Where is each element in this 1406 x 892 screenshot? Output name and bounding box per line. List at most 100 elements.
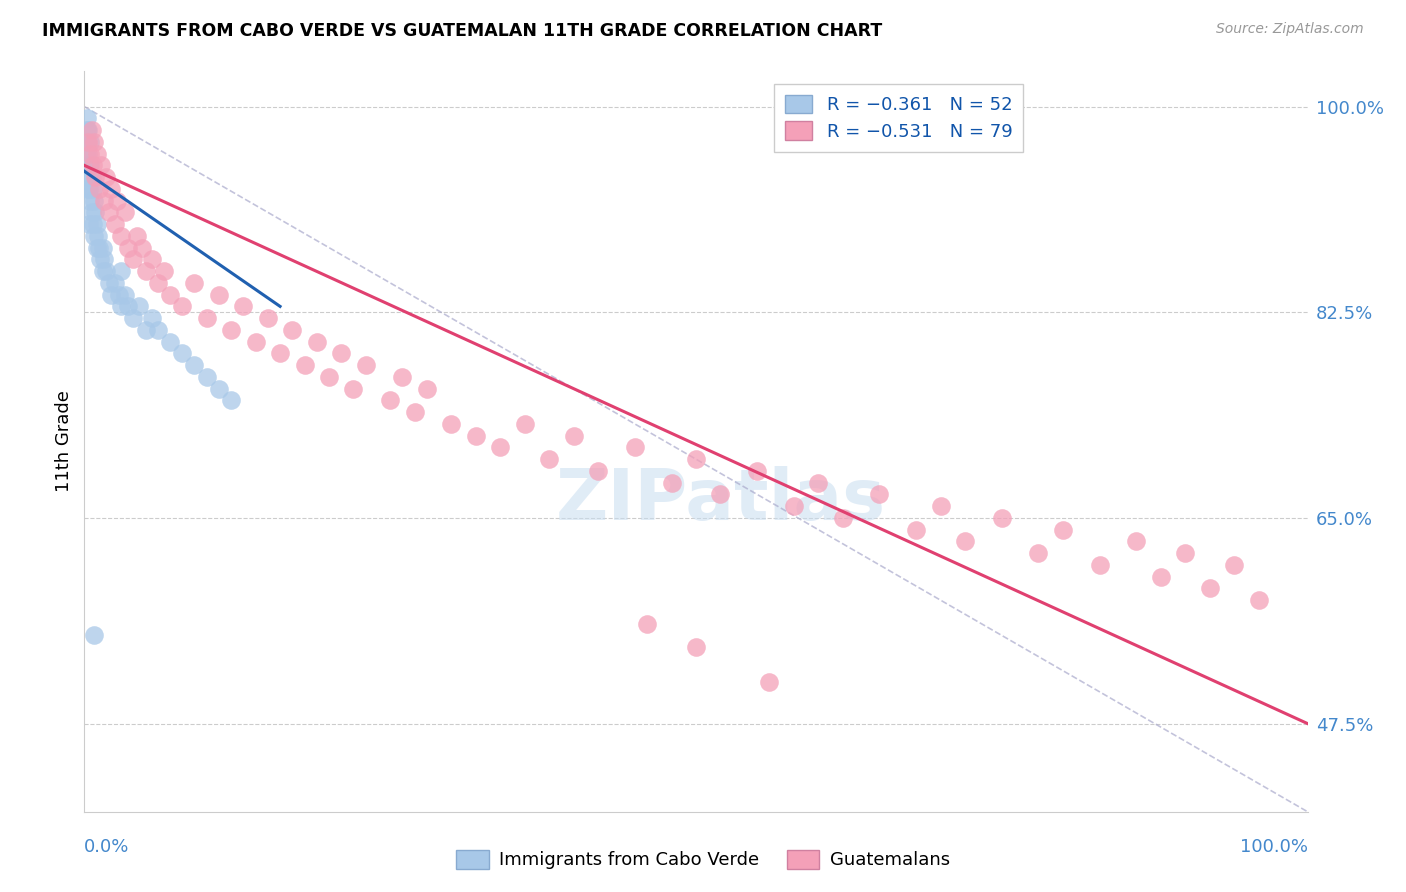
Point bbox=[77, 182, 100, 196]
Point bbox=[86, 146, 108, 161]
Point bbox=[245, 334, 267, 349]
Point bbox=[79, 194, 101, 208]
Point bbox=[114, 287, 136, 301]
Point bbox=[1174, 546, 1197, 560]
Point bbox=[77, 217, 100, 231]
Text: 100.0%: 100.0% bbox=[1240, 838, 1308, 855]
Point bbox=[685, 452, 707, 467]
Point bbox=[105, 194, 128, 208]
Point bbox=[1125, 534, 1147, 549]
Point bbox=[122, 252, 145, 267]
Point bbox=[91, 264, 114, 278]
Point bbox=[172, 346, 194, 360]
Point bbox=[104, 217, 127, 231]
Point bbox=[153, 264, 176, 278]
Point bbox=[141, 252, 163, 267]
Point bbox=[76, 123, 98, 137]
Point bbox=[489, 441, 512, 455]
Point bbox=[195, 311, 218, 326]
Point bbox=[77, 158, 100, 172]
Point bbox=[117, 299, 139, 313]
Point bbox=[219, 393, 242, 408]
Point bbox=[87, 228, 110, 243]
Point bbox=[96, 264, 118, 278]
Point bbox=[110, 299, 132, 313]
Point bbox=[146, 276, 169, 290]
Point bbox=[141, 311, 163, 326]
Point bbox=[783, 499, 806, 513]
Point bbox=[87, 182, 110, 196]
Point bbox=[114, 205, 136, 219]
Point bbox=[84, 170, 107, 185]
Point bbox=[87, 241, 110, 255]
Point bbox=[135, 323, 157, 337]
Point bbox=[1052, 523, 1074, 537]
Point bbox=[747, 464, 769, 478]
Point bbox=[1114, 840, 1136, 855]
Point bbox=[330, 346, 353, 360]
Point bbox=[183, 358, 205, 372]
Point bbox=[354, 358, 377, 372]
Point bbox=[685, 640, 707, 655]
Text: ZIPatlas: ZIPatlas bbox=[555, 467, 886, 535]
Point bbox=[75, 146, 97, 161]
Point bbox=[208, 382, 231, 396]
Point bbox=[77, 170, 100, 185]
Point bbox=[97, 276, 120, 290]
Point bbox=[1198, 582, 1220, 596]
Point bbox=[440, 417, 463, 431]
Point bbox=[269, 346, 291, 360]
Point bbox=[1088, 558, 1111, 572]
Legend: R = −0.361   N = 52, R = −0.531   N = 79: R = −0.361 N = 52, R = −0.531 N = 79 bbox=[775, 84, 1024, 152]
Point bbox=[79, 158, 101, 172]
Point bbox=[1028, 546, 1050, 560]
Point bbox=[195, 370, 218, 384]
Legend: Immigrants from Cabo Verde, Guatemalans: Immigrants from Cabo Verde, Guatemalans bbox=[447, 841, 959, 879]
Point bbox=[404, 405, 426, 419]
Point bbox=[219, 323, 242, 337]
Point bbox=[128, 299, 150, 313]
Point bbox=[636, 616, 658, 631]
Point bbox=[83, 228, 105, 243]
Point bbox=[110, 228, 132, 243]
Point bbox=[83, 135, 105, 149]
Point bbox=[93, 252, 115, 267]
Point bbox=[294, 358, 316, 372]
Point bbox=[93, 194, 115, 208]
Point bbox=[100, 182, 122, 196]
Point bbox=[183, 276, 205, 290]
Point bbox=[125, 228, 148, 243]
Point bbox=[232, 299, 254, 313]
Point bbox=[1247, 593, 1270, 607]
Point bbox=[91, 241, 114, 255]
Text: 0.0%: 0.0% bbox=[84, 838, 129, 855]
Point bbox=[75, 135, 97, 149]
Point bbox=[281, 323, 304, 337]
Point bbox=[75, 158, 97, 172]
Point bbox=[117, 241, 139, 255]
Point bbox=[1150, 570, 1173, 584]
Point bbox=[80, 205, 103, 219]
Point bbox=[342, 382, 364, 396]
Text: IMMIGRANTS FROM CABO VERDE VS GUATEMALAN 11TH GRADE CORRELATION CHART: IMMIGRANTS FROM CABO VERDE VS GUATEMALAN… bbox=[42, 22, 883, 40]
Point bbox=[159, 334, 181, 349]
Point bbox=[257, 311, 280, 326]
Point bbox=[305, 334, 328, 349]
Point bbox=[77, 135, 100, 149]
Point bbox=[76, 135, 98, 149]
Point bbox=[77, 146, 100, 161]
Point bbox=[991, 511, 1014, 525]
Point bbox=[380, 393, 402, 408]
Point bbox=[562, 428, 585, 442]
Point bbox=[624, 441, 647, 455]
Point bbox=[79, 146, 101, 161]
Point bbox=[96, 170, 118, 185]
Point bbox=[83, 628, 105, 642]
Point bbox=[104, 276, 127, 290]
Point bbox=[905, 523, 928, 537]
Point bbox=[79, 135, 101, 149]
Point bbox=[538, 452, 561, 467]
Point bbox=[146, 323, 169, 337]
Point bbox=[208, 287, 231, 301]
Point bbox=[100, 287, 122, 301]
